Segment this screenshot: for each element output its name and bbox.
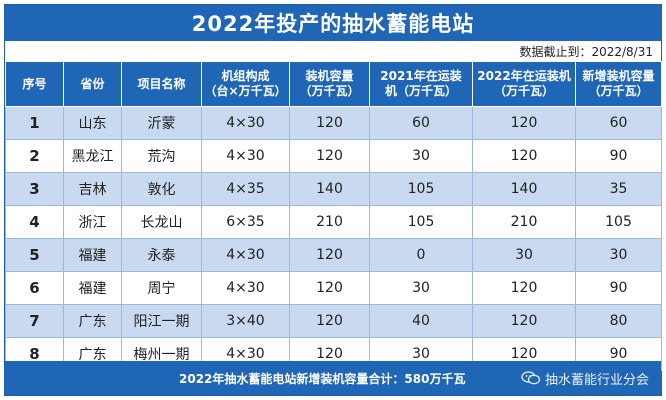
col-header-new: 新增装机容量 （万千瓦）	[575, 61, 662, 107]
cell-index: 1	[5, 106, 64, 140]
cell-capacity: 120	[289, 304, 370, 338]
station-table: 序号 省份 项目名称 机组构成 （台×万千瓦） 装机容量 （万千瓦） 2021年…	[5, 61, 662, 371]
date-note: 数据截止到：2022/8/31	[5, 41, 661, 61]
cell-new: 35	[575, 172, 662, 206]
col-header-units: 机组构成 （台×万千瓦）	[201, 61, 290, 107]
watermark-text: 抽水蓄能行业分会	[544, 372, 649, 388]
watermark: 抽水蓄能行业分会	[521, 361, 649, 395]
cell-2022: 140	[472, 172, 576, 206]
cell-2021: 30	[369, 271, 473, 305]
wechat-icon	[521, 371, 541, 385]
table-row: 1 山东 沂蒙 4×30 120 60 120 60	[5, 106, 662, 140]
col-header-2021: 2021年在运装 机（万千瓦）	[369, 61, 473, 107]
page-title: 2022年投产的抽水蓄能电站	[5, 5, 661, 41]
cell-capacity: 210	[289, 205, 370, 239]
cell-new: 105	[575, 205, 662, 239]
cell-province: 福建	[63, 271, 122, 305]
cell-units: 4×30	[201, 106, 290, 140]
table-row: 5 福建 永泰 4×30 120 0 30 30	[5, 238, 662, 272]
table-row: 6 福建 周宁 4×30 120 30 120 90	[5, 271, 662, 305]
cell-2022: 120	[472, 139, 576, 173]
table-row: 7 广东 阳江一期 3×40 120 40 120 80	[5, 304, 662, 338]
cell-units: 3×40	[201, 304, 290, 338]
cell-2021: 30	[369, 139, 473, 173]
col-header-index: 序号	[5, 61, 64, 107]
cell-index: 6	[5, 271, 64, 305]
table-row: 2 黑龙江 荒沟 4×30 120 30 120 90	[5, 139, 662, 173]
cell-units: 4×30	[201, 271, 290, 305]
cell-2021: 105	[369, 205, 473, 239]
header-row: 序号 省份 项目名称 机组构成 （台×万千瓦） 装机容量 （万千瓦） 2021年…	[5, 61, 662, 107]
cell-province: 浙江	[63, 205, 122, 239]
col-header-province: 省份	[63, 61, 122, 107]
col-header-project: 项目名称	[121, 61, 202, 107]
cell-new: 80	[575, 304, 662, 338]
cell-province: 广东	[63, 304, 122, 338]
cell-project: 永泰	[121, 238, 202, 272]
cell-2021: 40	[369, 304, 473, 338]
cell-project: 荒沟	[121, 139, 202, 173]
table-row: 3 吉林 敦化 4×35 140 105 140 35	[5, 172, 662, 206]
cell-new: 30	[575, 238, 662, 272]
table-row: 4 浙江 长龙山 6×35 210 105 210 105	[5, 205, 662, 239]
cell-project: 周宁	[121, 271, 202, 305]
cell-project: 敦化	[121, 172, 202, 206]
cell-index: 2	[5, 139, 64, 173]
cell-project: 长龙山	[121, 205, 202, 239]
cell-2021: 60	[369, 106, 473, 140]
cell-province: 吉林	[63, 172, 122, 206]
cell-new: 90	[575, 271, 662, 305]
cell-capacity: 120	[289, 106, 370, 140]
cell-index: 3	[5, 172, 64, 206]
cell-capacity: 120	[289, 139, 370, 173]
cell-2022: 30	[472, 238, 576, 272]
cell-2021: 105	[369, 172, 473, 206]
cell-units: 4×35	[201, 172, 290, 206]
cell-units: 4×30	[201, 238, 290, 272]
cell-2022: 120	[472, 304, 576, 338]
cell-2021: 0	[369, 238, 473, 272]
col-header-capacity: 装机容量 （万千瓦）	[289, 61, 370, 107]
cell-index: 4	[5, 205, 64, 239]
cell-province: 山东	[63, 106, 122, 140]
summary-text: 2022年抽水蓄能电站新增装机容量合计：580万千瓦	[179, 371, 466, 386]
cell-province: 福建	[63, 238, 122, 272]
cell-2022: 120	[472, 106, 576, 140]
col-header-2022: 2022年在运装机 （万千瓦）	[472, 61, 576, 107]
table-card: 2022年投产的抽水蓄能电站 数据截止到：2022/8/31 序号 省份 项目名…	[4, 4, 662, 396]
summary-footer: 2022年抽水蓄能电站新增装机容量合计：580万千瓦 抽水蓄能行业分会	[5, 361, 661, 395]
cell-province: 黑龙江	[63, 139, 122, 173]
cell-project: 阳江一期	[121, 304, 202, 338]
cell-capacity: 120	[289, 238, 370, 272]
cell-capacity: 140	[289, 172, 370, 206]
cell-2022: 120	[472, 271, 576, 305]
cell-index: 5	[5, 238, 64, 272]
cell-2022: 210	[472, 205, 576, 239]
cell-new: 90	[575, 139, 662, 173]
cell-units: 6×35	[201, 205, 290, 239]
cell-units: 4×30	[201, 139, 290, 173]
cell-index: 7	[5, 304, 64, 338]
cell-project: 沂蒙	[121, 106, 202, 140]
cell-new: 60	[575, 106, 662, 140]
cell-capacity: 120	[289, 271, 370, 305]
